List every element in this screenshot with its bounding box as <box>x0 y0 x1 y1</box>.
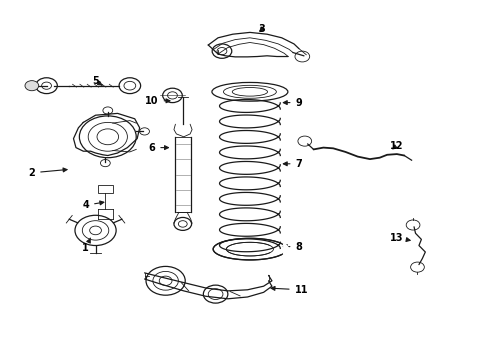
Text: 2: 2 <box>28 168 67 178</box>
Text: 7: 7 <box>283 159 302 169</box>
Text: 5: 5 <box>92 76 102 86</box>
Text: 10: 10 <box>145 96 170 106</box>
Text: 8: 8 <box>283 242 302 252</box>
Text: 11: 11 <box>271 285 308 295</box>
Polygon shape <box>284 244 289 255</box>
Text: 4: 4 <box>82 200 104 210</box>
Text: 13: 13 <box>390 233 410 243</box>
Text: 1: 1 <box>82 238 91 253</box>
Text: 9: 9 <box>283 98 302 108</box>
Text: 3: 3 <box>259 24 266 34</box>
Circle shape <box>25 81 39 91</box>
Text: 6: 6 <box>148 143 169 153</box>
Text: 12: 12 <box>390 141 404 151</box>
Bar <box>98 185 113 193</box>
